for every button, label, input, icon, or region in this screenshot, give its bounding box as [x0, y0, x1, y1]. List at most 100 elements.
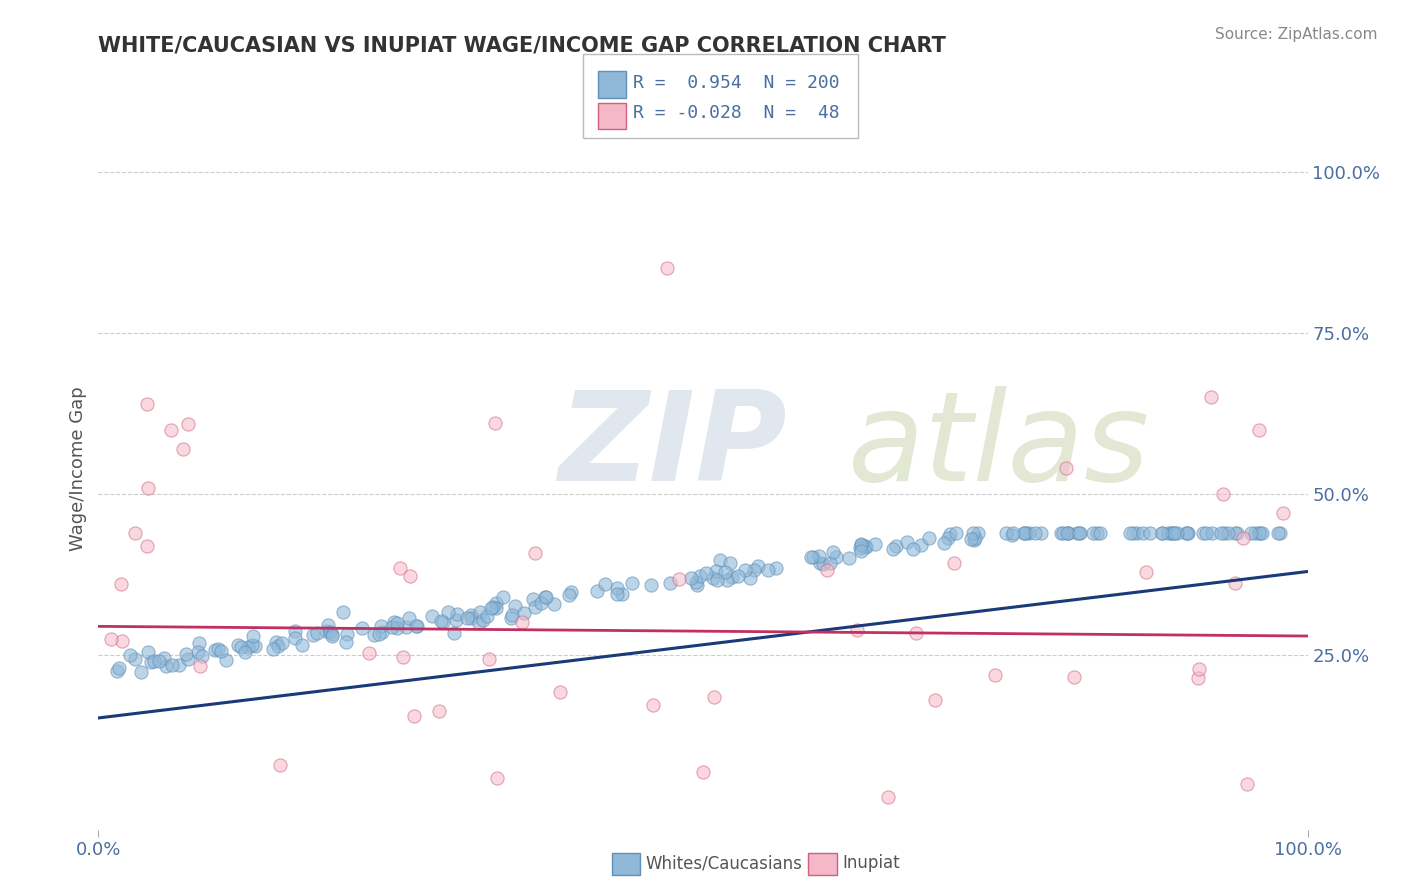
- Point: [1139, 525, 1161, 540]
- Point: [472, 613, 495, 627]
- Point: [1122, 525, 1144, 540]
- Point: [233, 645, 256, 659]
- Point: [398, 611, 420, 625]
- Point: [392, 650, 415, 665]
- Point: [307, 626, 329, 640]
- Point: [381, 620, 404, 634]
- Point: [849, 544, 872, 558]
- Point: [107, 660, 129, 674]
- Point: [437, 605, 460, 619]
- Point: [512, 615, 534, 629]
- Point: [1066, 525, 1088, 540]
- Point: [188, 659, 211, 673]
- Point: [1163, 525, 1185, 540]
- Point: [659, 575, 682, 590]
- Point: [1163, 525, 1185, 540]
- Point: [815, 563, 838, 577]
- Point: [1024, 525, 1046, 540]
- Point: [460, 611, 482, 625]
- Point: [1201, 525, 1223, 540]
- Point: [718, 556, 741, 570]
- Point: [105, 664, 128, 678]
- Point: [479, 601, 502, 615]
- Point: [612, 587, 634, 601]
- Point: [1216, 525, 1239, 540]
- Point: [427, 704, 450, 718]
- Point: [153, 651, 176, 665]
- Point: [460, 607, 482, 622]
- Point: [734, 563, 756, 577]
- Point: [266, 639, 288, 653]
- Point: [1212, 525, 1234, 540]
- Point: [1174, 525, 1197, 540]
- Point: [924, 693, 946, 707]
- Point: [849, 536, 872, 550]
- Point: [477, 609, 499, 624]
- Point: [187, 636, 209, 650]
- Point: [606, 581, 628, 595]
- Point: [135, 397, 157, 411]
- Point: [703, 690, 725, 704]
- Point: [1192, 525, 1215, 540]
- Point: [758, 563, 780, 577]
- Point: [530, 596, 553, 610]
- Point: [429, 614, 451, 628]
- Point: [367, 627, 389, 641]
- Point: [855, 540, 877, 554]
- Point: [524, 600, 547, 615]
- Point: [965, 531, 987, 545]
- Text: atlas: atlas: [848, 386, 1150, 508]
- Point: [1150, 525, 1173, 540]
- Point: [585, 584, 607, 599]
- Point: [686, 577, 709, 591]
- Point: [808, 549, 831, 563]
- Point: [1251, 525, 1274, 540]
- Point: [395, 620, 418, 634]
- Point: [136, 645, 159, 659]
- Point: [1119, 525, 1142, 540]
- Point: [524, 546, 547, 560]
- Point: [1212, 487, 1234, 501]
- Point: [124, 525, 146, 540]
- Point: [533, 591, 555, 605]
- Point: [560, 585, 582, 599]
- Point: [558, 588, 581, 602]
- Point: [204, 643, 226, 657]
- Point: [499, 610, 522, 624]
- Point: [148, 655, 170, 669]
- Point: [1249, 423, 1271, 437]
- Point: [316, 618, 339, 632]
- Point: [945, 525, 967, 540]
- Point: [129, 665, 152, 679]
- Point: [962, 525, 984, 540]
- Point: [443, 626, 465, 640]
- Point: [808, 556, 831, 570]
- Point: [389, 561, 412, 575]
- Point: [1175, 525, 1198, 540]
- Point: [1001, 525, 1024, 540]
- Point: [640, 578, 662, 592]
- Point: [176, 417, 198, 432]
- Point: [352, 621, 374, 635]
- Point: [747, 559, 769, 574]
- Point: [1050, 525, 1073, 540]
- Point: [1161, 525, 1184, 540]
- Point: [513, 606, 536, 620]
- Point: [482, 599, 505, 614]
- Point: [190, 648, 212, 663]
- Point: [800, 549, 823, 564]
- Point: [399, 569, 422, 583]
- Point: [456, 610, 478, 624]
- Point: [621, 576, 644, 591]
- Point: [1150, 525, 1173, 540]
- Point: [884, 539, 907, 553]
- Point: [1243, 525, 1265, 540]
- Point: [1226, 525, 1249, 540]
- Point: [943, 556, 966, 570]
- Point: [1069, 525, 1091, 540]
- Point: [357, 646, 380, 660]
- Point: [742, 563, 765, 577]
- Text: R =  0.954  N = 200: R = 0.954 N = 200: [633, 74, 839, 92]
- Point: [959, 532, 981, 546]
- Point: [593, 576, 616, 591]
